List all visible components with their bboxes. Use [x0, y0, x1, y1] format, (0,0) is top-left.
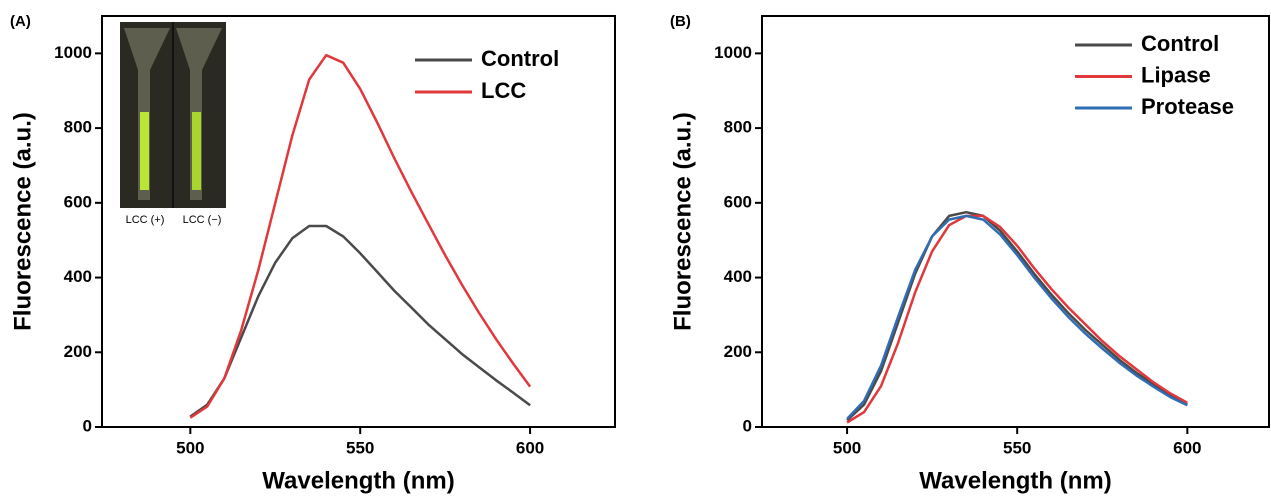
x-tick-label: 500 — [176, 438, 204, 457]
y-tick-label: 200 — [724, 342, 752, 361]
y-tick-label: 800 — [724, 118, 752, 137]
plot-frame — [761, 15, 1270, 428]
x-tick-label: 600 — [1173, 438, 1201, 457]
y-tick-label: 1000 — [714, 43, 752, 62]
y-tick-label: 1000 — [54, 43, 92, 62]
legend-label: Control — [481, 46, 559, 71]
y-tick-label: 400 — [724, 267, 752, 286]
line-series — [189, 224, 531, 418]
x-tick-label: 600 — [516, 438, 544, 457]
legend-label: Lipase — [1141, 62, 1211, 87]
y-tick-label: 600 — [724, 192, 752, 211]
x-tick-label: 550 — [1003, 438, 1031, 457]
y-tick-label: 600 — [64, 192, 92, 211]
y-tick-label: 0 — [743, 416, 752, 435]
panel-label: (B) — [670, 13, 691, 30]
y-tick-label: 800 — [64, 118, 92, 137]
x-tick-label: 500 — [833, 438, 861, 457]
legend-label: Protease — [1141, 94, 1234, 119]
panel-label: (A) — [10, 13, 31, 30]
x-axis-label: Wavelength (nm) — [262, 467, 454, 494]
inset-photo — [120, 22, 226, 208]
line-series — [846, 214, 1188, 420]
line-series — [189, 53, 532, 419]
inset-label: LCC (−) — [183, 214, 222, 226]
y-axis-label: Fluorescence (a.u.) — [9, 112, 36, 331]
x-axis-label: Wavelength (nm) — [919, 467, 1111, 494]
plot-frame — [101, 15, 616, 428]
x-tick-label: 550 — [346, 438, 374, 457]
y-tick-label: 200 — [64, 342, 92, 361]
legend-label: LCC — [481, 78, 526, 103]
inset-label: LCC (+) — [126, 214, 165, 226]
y-axis-label: Fluorescence (a.u.) — [669, 112, 696, 331]
legend-label: Control — [1141, 31, 1219, 56]
y-tick-label: 400 — [64, 267, 92, 286]
line-series — [846, 214, 1188, 424]
line-series — [846, 210, 1188, 422]
y-tick-label: 0 — [83, 416, 92, 435]
